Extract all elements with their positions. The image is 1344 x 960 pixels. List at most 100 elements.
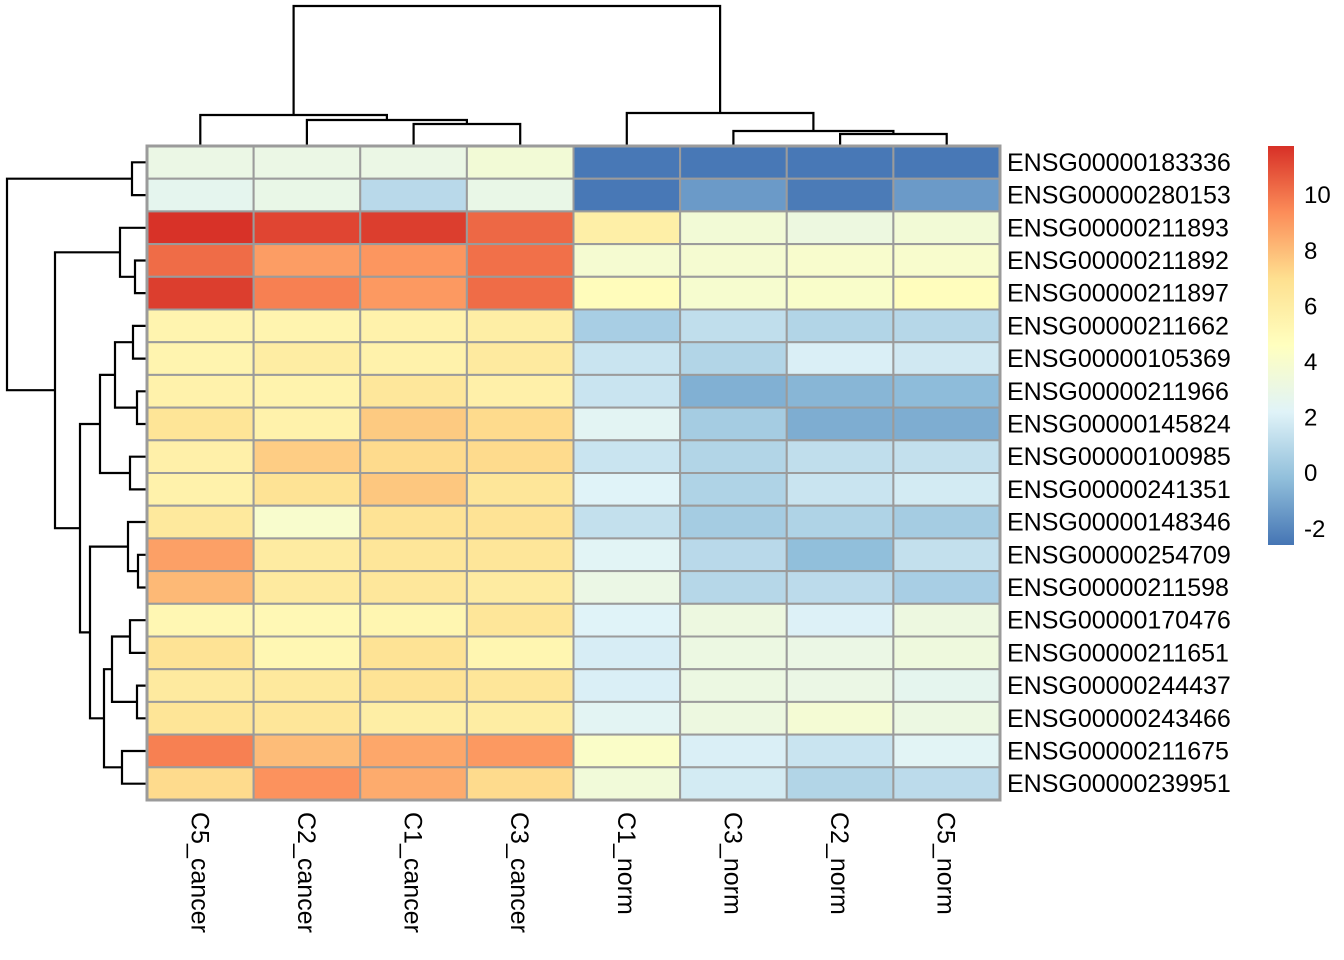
column-label: C5_cancer: [185, 812, 213, 933]
heatmap-cell: [146, 635, 255, 671]
legend-tick-label: 8: [1304, 238, 1317, 265]
column-label: C1_cancer: [399, 812, 427, 933]
heatmap-cell: [785, 341, 895, 376]
heatmap-cell: [785, 275, 895, 311]
heatmap-cell: [465, 210, 575, 246]
heatmap-cell: [146, 602, 255, 638]
heatmap-cell: [359, 406, 468, 442]
heatmap-cell: [465, 145, 575, 180]
heatmap-cell: [252, 406, 362, 442]
heatmap-cell: [785, 439, 895, 474]
heatmap-cell: [252, 308, 362, 344]
column-label: C2_cancer: [292, 812, 320, 933]
heatmap-cell: [892, 439, 1002, 474]
heatmap-cell: [892, 733, 1002, 769]
heatmap-cell: [892, 275, 1002, 311]
heatmap-cell: [892, 537, 1002, 573]
heatmap-cell: [679, 145, 788, 180]
heatmap-cell: [892, 406, 1002, 442]
row-label: ENSG00000148346: [1007, 509, 1231, 537]
heatmap-cell: [679, 373, 788, 409]
heatmap-cell: [465, 341, 575, 376]
heatmap-cell: [359, 145, 468, 180]
row-labels: ENSG00000183336 ENSG00000280153 ENSG000002…: [1007, 149, 1231, 798]
heatmap-cell: [359, 275, 468, 311]
heatmap-cell: [679, 668, 788, 703]
heatmap-cell: [465, 668, 575, 703]
heatmap-cell: [146, 275, 255, 311]
row-label: ENSG00000211662: [1007, 312, 1229, 340]
heatmap-cell: [785, 373, 895, 409]
heatmap-cell: [359, 439, 468, 474]
row-label: ENSG00000244437: [1007, 672, 1231, 700]
heatmap-cell: [785, 668, 895, 703]
heatmap-cell: [572, 145, 682, 180]
row-label: ENSG00000211651: [1007, 639, 1229, 667]
heatmap-cell: [679, 243, 788, 278]
heatmap-cell: [572, 504, 682, 540]
heatmap-cell: [146, 700, 255, 736]
heatmap-cell: [679, 766, 788, 801]
heatmap-cell: [252, 700, 362, 736]
heatmap-cell: [146, 210, 255, 246]
heatmap-cell: [785, 766, 895, 801]
heatmap-cell: [465, 373, 575, 409]
heatmap-cell: [679, 635, 788, 671]
heatmap-cell: [785, 733, 895, 769]
heatmap-cell: [785, 243, 895, 278]
legend-colorbar: [1268, 146, 1294, 545]
heatmap-cell: [785, 210, 895, 246]
heatmap-cell: [146, 668, 255, 703]
row-label: ENSG00000211897: [1007, 280, 1229, 308]
heatmap-cell: [679, 275, 788, 311]
heatmap-cell: [892, 308, 1002, 344]
heatmap-cell: [785, 504, 895, 540]
heatmap-cell: [572, 472, 682, 507]
heatmap-cell: [679, 406, 788, 442]
heatmap-cell: [572, 243, 682, 278]
heatmap-cell: [465, 570, 575, 605]
row-label: ENSG00000170476: [1007, 607, 1231, 635]
heatmap-cell: [572, 733, 682, 769]
heatmap-cell: [359, 373, 468, 409]
heatmap-cell: [252, 145, 362, 180]
column-dendrogram: [199, 4, 948, 148]
heatmap-cell: [572, 668, 682, 703]
heatmap-cell: [679, 177, 788, 213]
heatmap-cell: [252, 439, 362, 474]
heatmap-cell: [359, 766, 468, 801]
heatmap-cell: [465, 439, 575, 474]
heatmap-cell: [892, 210, 1002, 246]
heatmap-cell: [572, 602, 682, 638]
heatmap-cell: [679, 439, 788, 474]
heatmap-cell: [892, 177, 1002, 213]
heatmap-cell: [465, 504, 575, 540]
heatmap-cell: [252, 668, 362, 703]
heatmap-cell: [252, 373, 362, 409]
heatmap-cell: [252, 210, 362, 246]
row-label: ENSG00000243466: [1007, 705, 1231, 733]
heatmap-cell: [679, 602, 788, 638]
heatmap-cell: [679, 210, 788, 246]
heatmap-cell: [465, 472, 575, 507]
row-label: ENSG00000280153: [1007, 182, 1231, 210]
heatmap-cell: [785, 145, 895, 180]
heatmap-cell: [572, 308, 682, 344]
heatmap-cell: [252, 537, 362, 573]
heatmap-cell: [785, 700, 895, 736]
heatmap-cell: [465, 406, 575, 442]
heatmap-cell: [785, 406, 895, 442]
heatmap-cell: [465, 537, 575, 573]
row-label: ENSG00000241351: [1007, 476, 1231, 504]
heatmap-cell: [252, 275, 362, 311]
heatmap-cell: [572, 275, 682, 311]
heatmap-cell: [679, 537, 788, 573]
legend-tick-label: 2: [1304, 405, 1317, 432]
row-label: ENSG00000239951: [1007, 770, 1231, 798]
heatmap-cell: [359, 602, 468, 638]
column-label: C2_norm: [825, 812, 853, 915]
heatmap-cell: [465, 602, 575, 638]
heatmap-cell: [359, 177, 468, 213]
heatmap-cell: [359, 341, 468, 376]
heatmap-cell: [572, 373, 682, 409]
